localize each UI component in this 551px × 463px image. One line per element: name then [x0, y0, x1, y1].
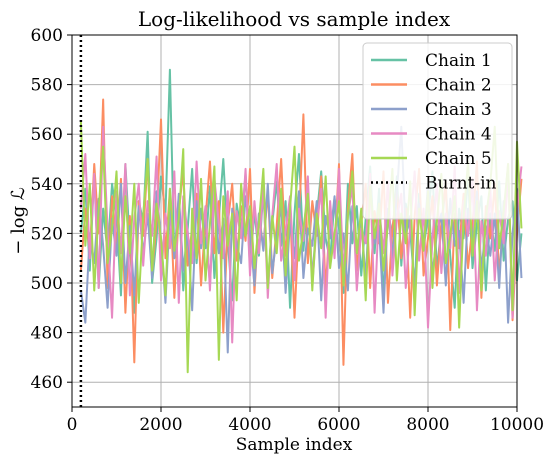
y-tick-label: 480 [31, 324, 63, 344]
x-tick-label: 4000 [228, 415, 271, 435]
y-tick-label: 560 [31, 125, 63, 145]
x-tick-label: 10000 [490, 415, 544, 435]
legend-label: Chain 4 [425, 125, 492, 145]
series-layer [79, 68, 523, 374]
legend-label: Burnt-in [425, 174, 497, 194]
series-line-chain-5 [79, 121, 523, 374]
y-axis-label: − log ℒ [8, 187, 29, 255]
y-tick-label: 600 [31, 26, 63, 46]
y-tick-label: 540 [31, 175, 63, 195]
legend-label: Chain 1 [425, 51, 492, 71]
legend-label: Chain 3 [425, 100, 492, 120]
legend-label: Chain 5 [425, 149, 492, 169]
x-axis-label: Sample index [236, 435, 353, 455]
chart-title: Log-likelihood vs sample index [138, 7, 451, 31]
legend: Chain 1 Chain 2 Chain 3 Chain 4 Chain 5 Burnt… [362, 42, 513, 220]
plot-area-frame [71, 34, 518, 408]
x-tick-label: 8000 [406, 415, 449, 435]
legend-label: Chain 2 [425, 76, 492, 96]
y-tick-label: 460 [31, 373, 63, 393]
x-tick-label: 0 [67, 415, 78, 435]
x-tick-label: 2000 [139, 415, 182, 435]
y-tick-label: 520 [31, 224, 63, 244]
x-tick-label: 6000 [317, 415, 360, 435]
legend-box [362, 42, 513, 220]
axis-ticks: 0 2000 4000 6000 8000 10000 460 480 500 520 540 560… [31, 26, 545, 435]
y-tick-label: 500 [31, 274, 63, 294]
y-tick-label: 580 [31, 76, 63, 96]
series-line-chain-4 [79, 125, 523, 344]
series-line-chain-1 [79, 68, 523, 314]
